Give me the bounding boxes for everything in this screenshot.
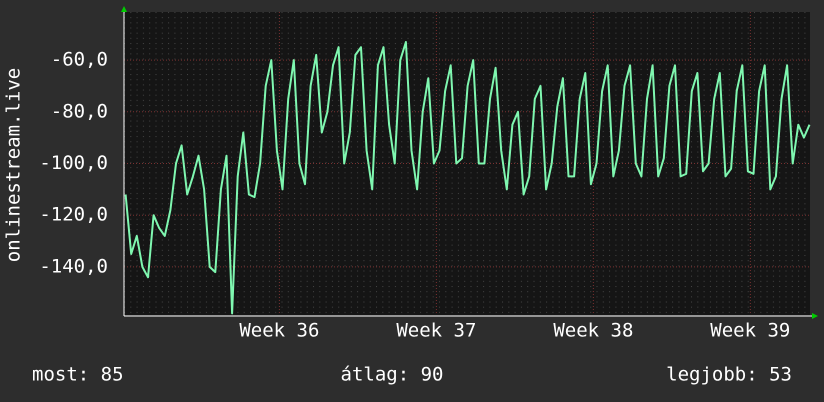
y-tick-label: -100,0 xyxy=(39,152,108,174)
y-axis-title: onlinestream.live xyxy=(3,68,25,262)
labels: -140,0 -120,0 -100,0 -80,0 -60,0 Week 36 Week … xyxy=(39,49,790,342)
footer-average: átlag: 90 xyxy=(341,364,444,386)
y-tick-label: -80,0 xyxy=(51,100,108,122)
grid xyxy=(124,12,810,315)
x-tick-label: Week 39 xyxy=(710,320,790,342)
y-tick-label: -60,0 xyxy=(51,49,108,71)
x-arrow xyxy=(812,313,818,319)
x-tick-label: Week 38 xyxy=(553,320,633,342)
x-tick-label: Week 36 xyxy=(239,320,319,342)
footer-best: legjobb: 53 xyxy=(666,364,792,386)
y-tick-label: -140,0 xyxy=(39,255,108,277)
x-tick-label: Week 37 xyxy=(396,320,476,342)
footer-current: most: 85 xyxy=(32,364,124,386)
y-arrow xyxy=(121,6,127,12)
plot xyxy=(124,41,811,315)
data-line xyxy=(124,41,811,315)
y-tick-label: -120,0 xyxy=(39,204,108,226)
